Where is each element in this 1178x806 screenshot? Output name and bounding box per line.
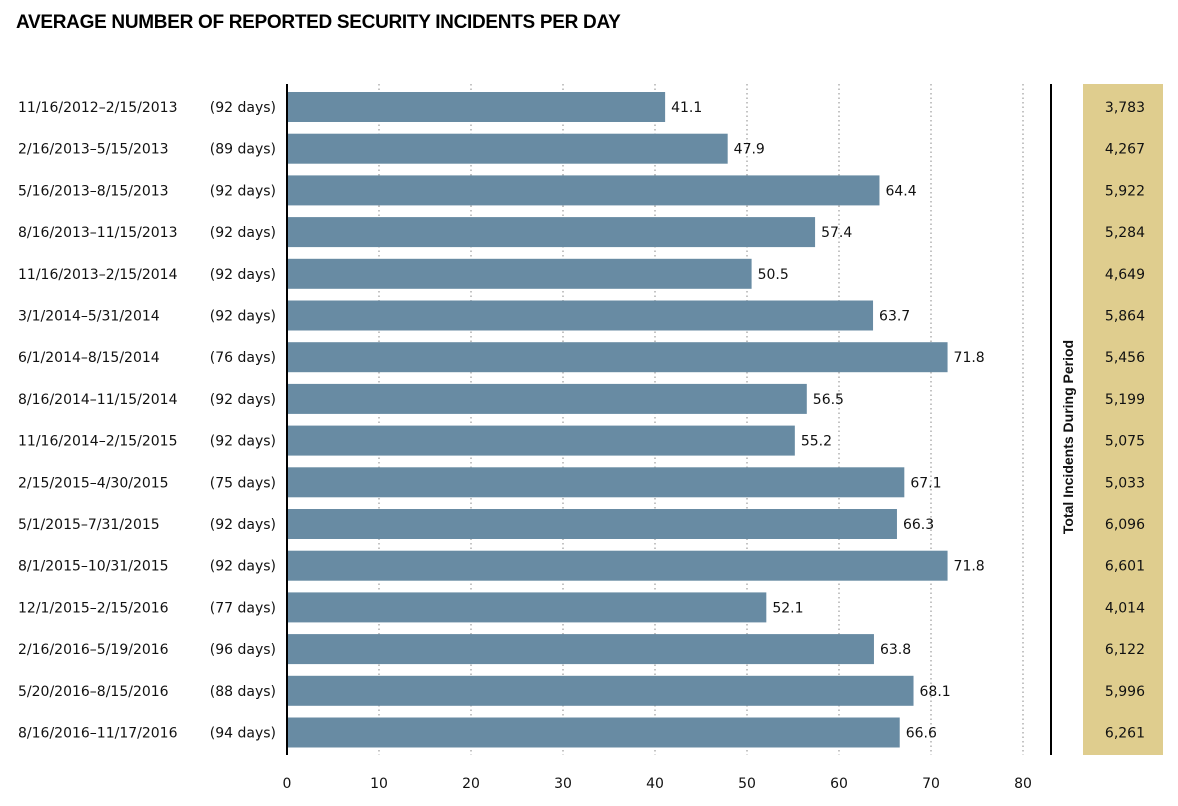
bar-value-label: 63.8 — [880, 642, 911, 658]
bar-value-label: 66.3 — [903, 517, 934, 533]
bar — [288, 425, 795, 456]
x-tick-label: 20 — [462, 776, 480, 792]
total-value: 5,996 — [1105, 684, 1145, 700]
duration-label: (88 days) — [210, 684, 276, 700]
category-label: 2/16/2013–5/15/2013 — [18, 142, 169, 158]
bar-value-label: 47.9 — [734, 142, 765, 158]
category-label: 11/16/2013–2/15/2014 — [18, 267, 178, 283]
total-value: 5,033 — [1105, 475, 1145, 491]
bar — [288, 675, 914, 706]
bar-value-label: 63.7 — [879, 309, 910, 325]
category-label: 12/1/2015–2/15/2016 — [18, 600, 169, 616]
total-value: 4,649 — [1105, 267, 1145, 283]
bar — [288, 258, 752, 289]
bar-value-label: 66.6 — [906, 726, 937, 742]
duration-label: (92 days) — [210, 517, 276, 533]
x-tick-label: 40 — [646, 776, 664, 792]
bar-value-label: 71.8 — [954, 350, 985, 366]
category-label: 3/1/2014–5/31/2014 — [18, 309, 160, 325]
category-label: 2/16/2016–5/19/2016 — [18, 642, 169, 658]
bars: 41.1 47.9 64.4 57.4 50.5 63.7 71.8 56.5 55.2 67.1… — [288, 92, 985, 748]
bar — [288, 92, 666, 122]
bar — [288, 467, 905, 498]
bar — [288, 634, 874, 665]
bar — [288, 717, 900, 748]
duration-label: (92 days) — [210, 225, 276, 241]
total-value: 5,199 — [1105, 392, 1145, 408]
bar-value-label: 64.4 — [885, 183, 916, 199]
total-value: 5,456 — [1105, 350, 1145, 366]
category-label: 5/16/2013–8/15/2013 — [18, 183, 169, 199]
duration-label: (77 days) — [210, 600, 276, 616]
total-value: 5,922 — [1105, 183, 1145, 199]
bar-value-label: 71.8 — [954, 559, 985, 575]
category-label: 8/16/2014–11/15/2014 — [18, 392, 178, 408]
duration-label: (92 days) — [210, 183, 276, 199]
bar-value-label: 57.4 — [821, 225, 852, 241]
x-tick-label: 50 — [738, 776, 756, 792]
total-value: 3,783 — [1105, 100, 1145, 116]
x-tick-label: 30 — [554, 776, 572, 792]
category-labels: 11/16/2012–2/15/2013 (92 days) 2/16/2013–5… — [18, 100, 276, 742]
total-value: 5,075 — [1105, 434, 1145, 450]
category-label: 8/1/2015–10/31/2015 — [18, 559, 169, 575]
duration-label: (92 days) — [210, 559, 276, 575]
total-value: 4,267 — [1105, 142, 1145, 158]
total-value: 6,601 — [1105, 559, 1145, 575]
category-label: 8/16/2013–11/15/2013 — [18, 225, 177, 241]
category-label: 2/15/2015–4/30/2015 — [18, 475, 169, 491]
duration-label: (92 days) — [210, 267, 276, 283]
totals-column: 3,783 4,267 5,922 5,284 4,649 5,864 5,456 5,199… — [1105, 100, 1145, 742]
duration-label: (75 days) — [210, 475, 276, 491]
category-label: 5/1/2015–7/31/2015 — [18, 517, 160, 533]
x-tick-label: 60 — [830, 776, 848, 792]
bar — [288, 133, 728, 164]
bar — [288, 175, 880, 206]
category-label: 11/16/2014–2/15/2015 — [18, 434, 177, 450]
total-value: 5,864 — [1105, 309, 1145, 325]
duration-label: (92 days) — [210, 100, 276, 116]
bar-value-label: 55.2 — [801, 434, 832, 450]
x-tick-label: 0 — [283, 776, 292, 792]
duration-label: (94 days) — [210, 726, 276, 742]
totals-panel — [1083, 84, 1163, 755]
category-label: 5/20/2016–8/15/2016 — [18, 684, 169, 700]
duration-label: (92 days) — [210, 434, 276, 450]
total-value: 6,261 — [1105, 726, 1145, 742]
bar-value-label: 68.1 — [920, 684, 951, 700]
bar — [288, 592, 767, 623]
duration-label: (92 days) — [210, 309, 276, 325]
bar — [288, 550, 948, 581]
chart-title: AVERAGE NUMBER OF REPORTED SECURITY INCI… — [16, 12, 621, 33]
category-label: 6/1/2014–8/15/2014 — [18, 350, 160, 366]
x-tick-label: 80 — [1014, 776, 1032, 792]
total-value: 6,122 — [1105, 642, 1145, 658]
bar-value-label: 67.1 — [910, 475, 941, 491]
category-label: 11/16/2012–2/15/2013 — [18, 100, 177, 116]
bar — [288, 383, 807, 414]
x-tick-label: 10 — [370, 776, 388, 792]
duration-label: (92 days) — [210, 392, 276, 408]
duration-label: (96 days) — [210, 642, 276, 658]
total-value: 4,014 — [1105, 600, 1145, 616]
duration-label: (89 days) — [210, 142, 276, 158]
duration-label: (76 days) — [210, 350, 276, 366]
bar — [288, 342, 948, 373]
bar-value-label: 41.1 — [671, 100, 702, 116]
total-value: 6,096 — [1105, 517, 1145, 533]
bar-value-label: 52.1 — [772, 600, 803, 616]
bar — [288, 217, 816, 248]
bar-value-label: 56.5 — [813, 392, 844, 408]
x-tick-label: 70 — [922, 776, 940, 792]
totals-axis-label: Total Incidents During Period — [1060, 340, 1076, 534]
bar — [288, 300, 874, 331]
bar-value-label: 50.5 — [758, 267, 789, 283]
category-label: 8/16/2016–11/17/2016 — [18, 726, 178, 742]
bar — [288, 509, 897, 539]
total-value: 5,284 — [1105, 225, 1145, 241]
x-axis-ticks: 0 10 20 30 40 50 60 70 80 — [283, 776, 1032, 792]
